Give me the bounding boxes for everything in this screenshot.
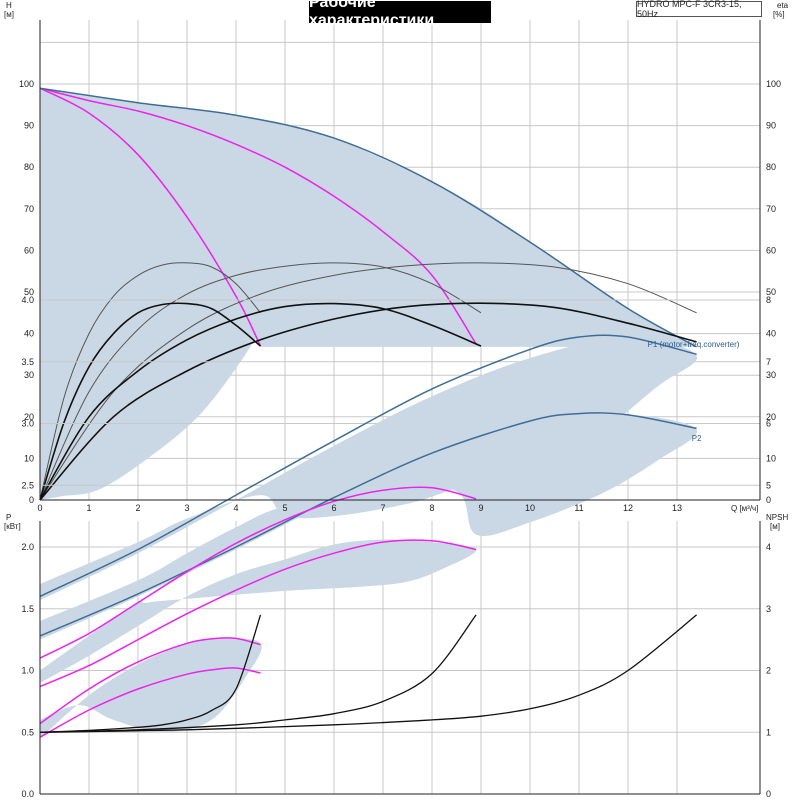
curve-P2-b [39, 539, 477, 688]
p-tick-label: 2.5 [21, 480, 34, 490]
series-label-p2: P2 [692, 434, 702, 443]
y-tick-label: 40 [24, 329, 34, 339]
y2-tick-label: 0 [766, 495, 771, 505]
y-tick-label: 30 [24, 370, 34, 380]
p-tick-label: 4.0 [21, 295, 34, 305]
curve-P1 [39, 334, 697, 598]
y2-tick-label: 30 [766, 370, 776, 380]
p-tick-label: 2.0 [21, 542, 34, 552]
npsh-tick-label: 5 [766, 480, 771, 490]
y-axis-unit: [м] [4, 10, 14, 19]
x-tick-label: 13 [672, 503, 682, 513]
curve-P1-c [39, 636, 261, 725]
x-tick-label: 12 [623, 503, 633, 513]
y2-tick-label: 20 [766, 412, 776, 422]
p-tick-label: 3.0 [21, 419, 34, 429]
curve-eta-4 [39, 302, 262, 501]
curve-P2 [39, 412, 697, 637]
npsh-tick-label: 6 [766, 419, 771, 429]
p-axis-unit: [кВт] [4, 522, 21, 531]
curve-npsh-3 [39, 614, 698, 733]
npsh-tick-label: 2 [766, 666, 771, 676]
y-tick-label: 10 [24, 453, 34, 463]
npsh-axis-label: NPSH [766, 513, 788, 522]
power-area-3 [40, 539, 477, 683]
curve-head-1 [39, 87, 262, 347]
y2-tick-label: 70 [766, 204, 776, 214]
power-area-1 [40, 336, 698, 601]
series-label-p1: P1 (motor+freq.converter) [648, 340, 740, 349]
y-axis-label: H [6, 1, 12, 10]
y-tick-label: 70 [24, 204, 34, 214]
curve-npsh-1 [39, 614, 262, 733]
y2-tick-label: 50 [766, 287, 776, 297]
y2-tick-label: 40 [766, 329, 776, 339]
y2-axis-unit: [%] [773, 10, 785, 19]
y2-tick-label: 80 [766, 162, 776, 172]
y2-axis-label: eta [777, 1, 789, 10]
p-tick-label: 1.5 [21, 604, 34, 614]
curve-eta-6 [39, 302, 697, 501]
npsh-tick-label: 0 [766, 789, 771, 799]
y-tick-label: 80 [24, 162, 34, 172]
npsh-tick-label: 3 [766, 604, 771, 614]
x-tick-label: 5 [282, 503, 287, 513]
x-tick-label: 2 [135, 503, 140, 513]
x-tick-label: 8 [429, 503, 434, 513]
p-tick-label: 0.5 [21, 727, 34, 737]
y-tick-label: 60 [24, 245, 34, 255]
npsh-tick-label: 1 [766, 727, 771, 737]
top-chart [39, 20, 760, 501]
p-tick-label: 1.0 [21, 666, 34, 676]
y-tick-label: 90 [24, 121, 34, 131]
npsh-tick-label: 8 [766, 295, 771, 305]
y-tick-label: 0 [29, 495, 34, 505]
p-tick-label: 0.0 [21, 789, 34, 799]
curve-eta-1 [39, 262, 261, 501]
y-tick-label: 20 [24, 412, 34, 422]
model-label: HYDRO MPC-F 3CR3-15, 50Hz [636, 0, 762, 19]
x-tick-label: 1 [86, 503, 91, 513]
x-tick-label: 0 [37, 503, 42, 513]
x-tick-label: 7 [380, 503, 385, 513]
curve-eta-3 [39, 262, 697, 501]
y2-tick-label: 10 [766, 453, 776, 463]
curve-head-3 [39, 87, 697, 348]
npsh-axis-unit: [м] [770, 522, 780, 531]
x-axis-label: Q [м³/ч] [731, 504, 758, 513]
curve-npsh-2 [39, 614, 477, 733]
p-axis-label: P [6, 513, 11, 522]
curve-eta-5 [39, 302, 482, 501]
operating-area [40, 88, 697, 500]
npsh-tick-label: 7 [766, 357, 771, 367]
x-tick-label: 6 [331, 503, 336, 513]
x-tick-label: 10 [525, 503, 535, 513]
y-tick-label: 100 [19, 79, 34, 89]
y2-tick-label: 90 [766, 121, 776, 131]
x-tick-label: 3 [184, 503, 189, 513]
x-tick-label: 4 [233, 503, 238, 513]
y2-tick-label: 100 [766, 79, 781, 89]
chart-title: Рабочие характеристики [309, 0, 491, 29]
x-tick-label: 11 [574, 503, 583, 513]
curve-P1-b [39, 486, 477, 659]
curve-eta-2 [39, 262, 482, 501]
axes: 0102030405060708090100010203040506070809… [4, 1, 789, 799]
npsh-tick-label: 4 [766, 542, 771, 552]
p-tick-label: 3.5 [21, 357, 34, 367]
curve-P2-c [39, 667, 261, 738]
y2-tick-label: 60 [766, 245, 776, 255]
curve-head-2 [39, 87, 477, 345]
y-tick-label: 50 [24, 287, 34, 297]
power-area-2 [40, 414, 698, 640]
x-tick-label: 9 [478, 503, 483, 513]
